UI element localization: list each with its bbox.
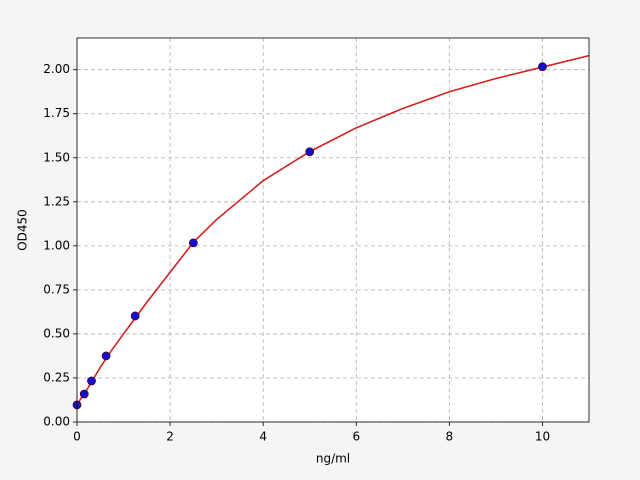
- plot-frame: [76, 37, 590, 423]
- y-tick-label: 1.25: [43, 194, 70, 208]
- data-point: [79, 389, 89, 399]
- y-tick-label: 2.00: [43, 62, 70, 76]
- x-tick-label: 10: [535, 430, 550, 444]
- data-point: [130, 311, 140, 321]
- data-point: [305, 147, 315, 157]
- x-tick-label: 8: [446, 430, 454, 444]
- x-tick-label: 6: [352, 430, 360, 444]
- x-tick-label: 2: [166, 430, 174, 444]
- y-tick-label: 0.75: [43, 282, 70, 296]
- data-point: [538, 62, 547, 72]
- y-tick-label: 0.50: [43, 326, 70, 340]
- y-tick-label: 0.25: [43, 370, 70, 384]
- plot-area: [77, 38, 589, 422]
- y-tick-label: 0.00: [43, 415, 70, 429]
- y-tick-label: 1.50: [43, 150, 70, 164]
- data-point: [188, 238, 198, 248]
- y-axis-label: OD450: [16, 209, 30, 251]
- data-point: [101, 351, 111, 361]
- y-tick-label: 1.00: [43, 238, 70, 252]
- x-axis-label: ng/ml: [316, 452, 350, 466]
- y-tick-label: 1.75: [43, 106, 70, 120]
- data-point: [87, 376, 96, 386]
- x-tick-label: 4: [259, 430, 267, 444]
- x-tick-label: 0: [73, 430, 81, 444]
